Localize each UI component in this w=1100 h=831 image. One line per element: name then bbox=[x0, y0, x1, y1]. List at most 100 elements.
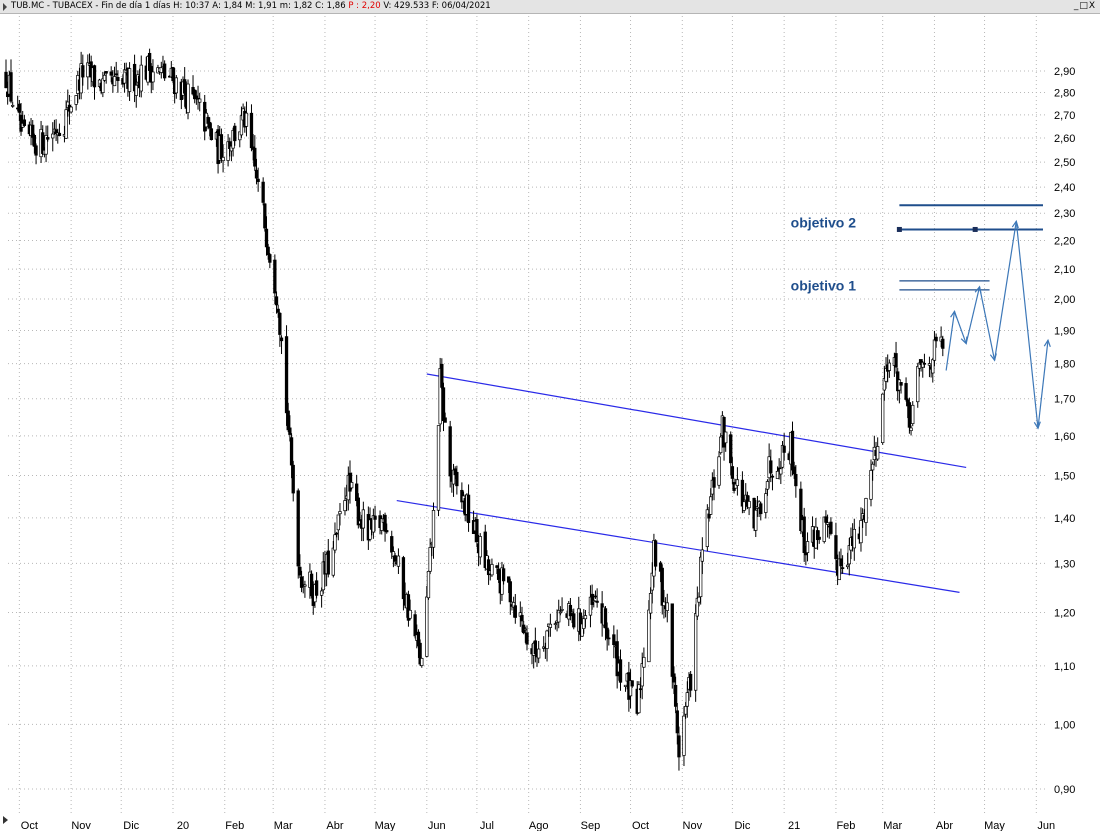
candle bbox=[709, 488, 713, 516]
candle bbox=[922, 353, 927, 368]
candle-body bbox=[916, 366, 920, 403]
candle bbox=[373, 505, 377, 532]
candle-body bbox=[396, 555, 401, 567]
candle-body bbox=[186, 83, 190, 114]
candle bbox=[904, 377, 908, 402]
x-tick-label: Mar bbox=[274, 820, 293, 831]
candle-body bbox=[81, 65, 85, 78]
candle-body bbox=[712, 477, 716, 488]
candle-body bbox=[274, 296, 279, 306]
x-tick-label: Dic bbox=[123, 820, 139, 831]
candle-body bbox=[508, 581, 512, 603]
y-tick-label: 1,80 bbox=[1054, 359, 1075, 371]
candle-body bbox=[790, 430, 795, 471]
candle bbox=[455, 465, 459, 495]
candle-body bbox=[46, 137, 50, 140]
candle-body bbox=[665, 602, 669, 611]
candle-body bbox=[672, 673, 676, 683]
candle bbox=[134, 78, 138, 108]
candle bbox=[717, 451, 721, 489]
candle-body bbox=[17, 103, 22, 113]
candle bbox=[894, 341, 898, 374]
info-P: P : 2,20 bbox=[348, 1, 381, 11]
candle-body bbox=[490, 564, 494, 576]
candle bbox=[881, 393, 885, 445]
candle-body bbox=[428, 547, 432, 572]
candle-body bbox=[249, 112, 254, 149]
candle bbox=[361, 501, 366, 542]
candle bbox=[303, 580, 307, 598]
candle-body bbox=[719, 436, 723, 454]
candle-body bbox=[779, 468, 783, 475]
candle-body bbox=[228, 141, 232, 150]
candle-body bbox=[466, 494, 471, 523]
candle-body bbox=[268, 254, 272, 263]
candle bbox=[911, 401, 915, 427]
candle bbox=[314, 572, 319, 599]
candle bbox=[712, 469, 716, 501]
candle bbox=[637, 681, 641, 714]
candle bbox=[291, 460, 295, 502]
candle bbox=[899, 382, 903, 394]
candle bbox=[139, 55, 143, 98]
candle bbox=[221, 144, 225, 173]
candle bbox=[829, 517, 833, 536]
candle bbox=[443, 412, 447, 423]
candle-body bbox=[390, 536, 394, 553]
target-handle bbox=[896, 226, 902, 232]
candle bbox=[226, 134, 230, 167]
candle bbox=[249, 104, 254, 152]
candle-body bbox=[829, 521, 833, 534]
candle-body bbox=[174, 77, 178, 94]
y-tick-label: 1,30 bbox=[1054, 558, 1075, 570]
candle bbox=[653, 539, 658, 571]
projection-segment bbox=[953, 311, 967, 344]
candle-body bbox=[770, 475, 775, 478]
candle bbox=[32, 133, 37, 154]
candle bbox=[343, 487, 347, 516]
candle bbox=[699, 551, 703, 605]
window-controls-icon[interactable]: _□X bbox=[1073, 1, 1096, 11]
candle-body bbox=[416, 631, 421, 647]
scroll-arrow-icon[interactable] bbox=[3, 816, 8, 824]
candle-body bbox=[276, 308, 280, 313]
candle bbox=[54, 119, 58, 142]
candle-body bbox=[496, 568, 501, 580]
candle bbox=[228, 137, 232, 157]
candle bbox=[336, 514, 340, 541]
candle-body bbox=[309, 573, 314, 597]
candle-body bbox=[356, 497, 360, 526]
y-tick-label: 1,90 bbox=[1054, 325, 1075, 337]
candle-body bbox=[32, 134, 37, 147]
candle-body bbox=[824, 516, 828, 523]
y-tick-label: 2,40 bbox=[1054, 182, 1075, 194]
candle bbox=[22, 115, 27, 128]
candle-body bbox=[548, 623, 553, 628]
candle-body bbox=[455, 471, 459, 487]
candle-body bbox=[593, 595, 598, 598]
candle bbox=[588, 585, 593, 628]
candle-body bbox=[705, 509, 709, 547]
window-menu-icon[interactable] bbox=[3, 3, 7, 11]
candle-body bbox=[331, 547, 335, 576]
candle-body bbox=[448, 426, 452, 477]
candle bbox=[104, 71, 108, 84]
candle bbox=[244, 101, 249, 137]
candle-body bbox=[109, 71, 113, 76]
candle-body bbox=[278, 312, 282, 335]
candle-body bbox=[864, 498, 868, 523]
candle bbox=[670, 603, 674, 689]
candle-body bbox=[724, 431, 728, 444]
candle bbox=[730, 457, 735, 484]
candle-body bbox=[677, 735, 681, 758]
candle-body bbox=[605, 627, 609, 639]
candle-body bbox=[673, 684, 678, 707]
candle-body bbox=[495, 565, 499, 568]
candle-body bbox=[730, 466, 735, 479]
candle bbox=[871, 461, 875, 481]
info-F: F: 06/04/2021 bbox=[431, 1, 491, 11]
candle bbox=[101, 71, 105, 98]
candle-body bbox=[373, 515, 377, 520]
candle bbox=[69, 105, 73, 114]
candle-body bbox=[537, 648, 541, 659]
